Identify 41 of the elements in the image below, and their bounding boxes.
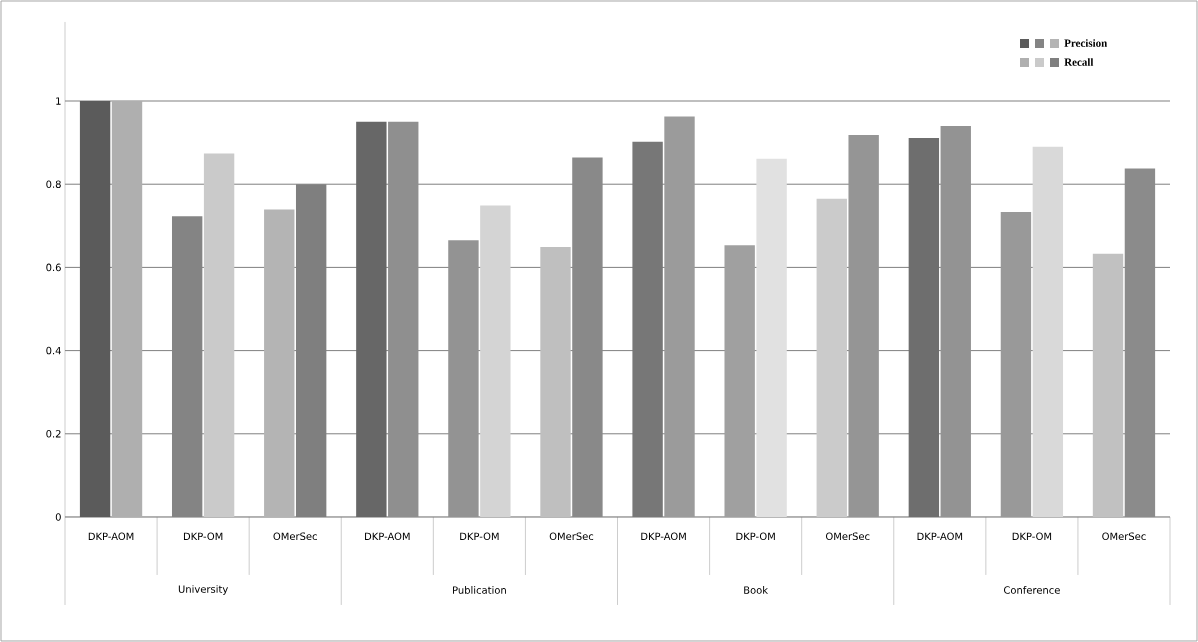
x-tick-label: DKP-OM (736, 532, 775, 541)
bar (664, 116, 695, 517)
bar (203, 153, 235, 517)
x-tick-label: DKP-AOM (88, 532, 134, 541)
bar (908, 138, 940, 517)
y-tick-label: 0.6 (46, 263, 61, 272)
y-tick-label: 0 (55, 513, 61, 521)
legend-label: Precision (1064, 39, 1108, 47)
x-tick-label: OMerSec (549, 532, 594, 541)
y-tick-label: 0.2 (46, 430, 61, 438)
x-tick-label: DKP-OM (460, 532, 499, 541)
x-tick-label: OMerSec (1102, 532, 1146, 541)
bar (1092, 253, 1124, 517)
bar (79, 101, 111, 517)
bar (388, 121, 419, 517)
bar (848, 135, 879, 517)
x-tick-label: DKP-OM (1012, 532, 1052, 541)
x-tick-label: DKP-AOM (641, 532, 686, 541)
text: Publication (453, 586, 506, 594)
x-tick-label: OMerSec (825, 532, 870, 541)
bar (1032, 146, 1064, 517)
x-tick-label: DKP-AOM (365, 532, 410, 541)
text: Conference (1003, 586, 1060, 594)
text: University (178, 585, 228, 595)
y-tick-label: 0.8 (46, 180, 61, 188)
legend-label: Recall (1064, 58, 1094, 66)
bar (480, 205, 511, 517)
bar (356, 121, 387, 517)
bar (264, 209, 295, 517)
bar (756, 158, 787, 517)
bar (111, 101, 143, 517)
bar (540, 247, 571, 517)
text: Book (744, 586, 769, 594)
bar (816, 198, 847, 517)
x-tick-label: OMerSec (273, 532, 317, 541)
x-tick-label: DKP-AOM (917, 532, 963, 541)
bar (724, 245, 755, 517)
y-tick-label: 1 (56, 97, 61, 105)
y-tick-label: 0.4 (46, 346, 61, 355)
x-tick-label: DKP-OM (183, 532, 223, 541)
bar (1000, 212, 1032, 517)
